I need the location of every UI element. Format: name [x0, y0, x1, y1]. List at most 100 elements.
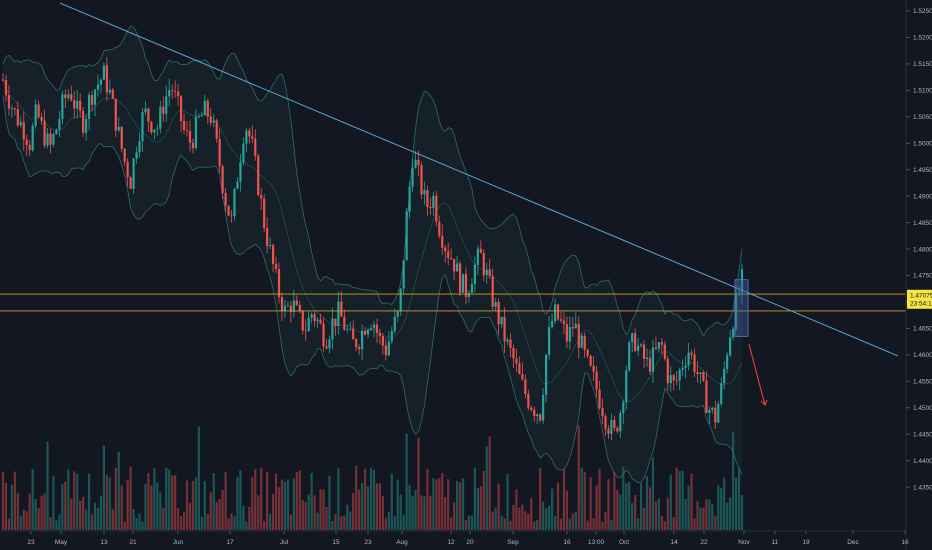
- candle-body: [52, 134, 55, 145]
- candle-body: [547, 327, 551, 355]
- candle-body: [138, 141, 141, 153]
- candle-body: [435, 195, 438, 222]
- volume-bar: [512, 505, 515, 530]
- volume-bar: [346, 504, 349, 530]
- volume-bar: [361, 483, 364, 530]
- candles: [1, 57, 744, 440]
- candle-body: [577, 323, 580, 348]
- candle-body: [301, 310, 304, 331]
- candle-body: [651, 347, 655, 372]
- candle-body: [64, 94, 67, 99]
- candle-body: [280, 297, 284, 312]
- volume-bar: [206, 513, 209, 530]
- current-price-value: 1.47075: [910, 292, 932, 299]
- volume-bar: [343, 515, 346, 530]
- price-tick-label: 1.44000: [913, 458, 932, 465]
- candle-body: [408, 186, 411, 212]
- volume-bar: [506, 474, 509, 530]
- candle-body: [482, 253, 485, 276]
- volume-bar: [307, 494, 310, 530]
- highlight-box[interactable]: [734, 279, 749, 337]
- candle-body: [453, 258, 456, 272]
- candle-body: [393, 316, 396, 332]
- volume-bar: [316, 512, 319, 530]
- volume-bar: [87, 473, 91, 530]
- volume-bar: [31, 468, 34, 530]
- volume-bar: [734, 477, 738, 530]
- candle-body: [678, 369, 681, 381]
- volume-bar: [93, 502, 97, 530]
- volume-bar: [179, 516, 183, 530]
- volume-bar: [120, 485, 123, 530]
- candle-body: [663, 344, 666, 359]
- candle-body: [147, 108, 150, 122]
- volume-bar: [102, 445, 106, 530]
- candle-body: [132, 158, 135, 189]
- candle-body: [542, 395, 545, 421]
- volume-bar: [221, 489, 224, 530]
- candle-body: [503, 316, 506, 342]
- volume-bar: [28, 493, 31, 530]
- volume-bar: [304, 501, 307, 530]
- candle-body: [129, 177, 132, 189]
- candle-body: [340, 301, 343, 317]
- volume-bar: [203, 481, 206, 530]
- volume-bar: [699, 507, 702, 530]
- volume-bar: [598, 468, 601, 530]
- candle-body: [283, 306, 287, 312]
- volume-bar: [613, 471, 616, 530]
- candle-body: [381, 335, 384, 346]
- volume-bar: [461, 478, 465, 530]
- time-tick-label: Aug: [396, 539, 408, 546]
- time-tick-label: 14: [670, 539, 678, 546]
- volume-bar: [129, 466, 132, 530]
- candle-body: [506, 339, 509, 342]
- volume-bar: [363, 468, 367, 530]
- band-lower: [2, 95, 743, 484]
- volume-bar: [212, 473, 215, 530]
- volume-bar: [580, 467, 583, 530]
- candle-body: [203, 100, 206, 116]
- candle-body: [274, 263, 278, 270]
- volume-bar: [99, 495, 103, 530]
- candle-body: [257, 155, 260, 196]
- volume-bar: [123, 521, 126, 530]
- trendline[interactable]: [59, 2, 899, 357]
- candle-body: [260, 195, 263, 199]
- volume-bar: [390, 473, 393, 530]
- time-axis[interactable]: 23 May 13 21 Jun 17 Jul 15 23 Aug 12 20 Sep 16 13:00 Oc…: [27, 531, 909, 546]
- volume-bar: [185, 480, 189, 530]
- candle-body: [159, 106, 162, 129]
- volume-bar: [319, 489, 322, 530]
- candle-body: [693, 354, 696, 373]
- annotations[interactable]: [734, 279, 768, 407]
- volume-bar: [251, 477, 254, 530]
- candle-body: [153, 129, 156, 133]
- resistance-levels[interactable]: [0, 293, 906, 312]
- forecast-arrow[interactable]: [748, 344, 766, 406]
- time-tick-label: 23: [27, 539, 35, 546]
- candle-body: [242, 143, 245, 163]
- candle-body: [589, 355, 592, 366]
- volume-bar: [191, 480, 195, 530]
- candle-body: [292, 300, 295, 313]
- candle-body: [384, 345, 387, 356]
- volume-bar: [224, 472, 227, 530]
- candle-body: [473, 264, 476, 285]
- volume-bar: [25, 511, 28, 530]
- volume-bar: [402, 514, 405, 530]
- volume-bar: [723, 477, 726, 530]
- volume-bar: [171, 475, 174, 530]
- candle-body: [601, 407, 604, 417]
- volume-bar: [527, 513, 530, 530]
- volume-bar: [408, 485, 411, 530]
- volume-bar: [547, 505, 551, 530]
- trendline-layer[interactable]: [59, 2, 899, 357]
- candle-body: [70, 94, 73, 101]
- candle-body: [58, 119, 61, 130]
- volume-bar: [631, 503, 634, 530]
- volume-bar: [660, 515, 663, 530]
- candle-body: [390, 331, 393, 342]
- price-axis[interactable]: 1.52500 1.52000 1.51500 1.51000 1.50500 1.500…: [906, 8, 932, 491]
